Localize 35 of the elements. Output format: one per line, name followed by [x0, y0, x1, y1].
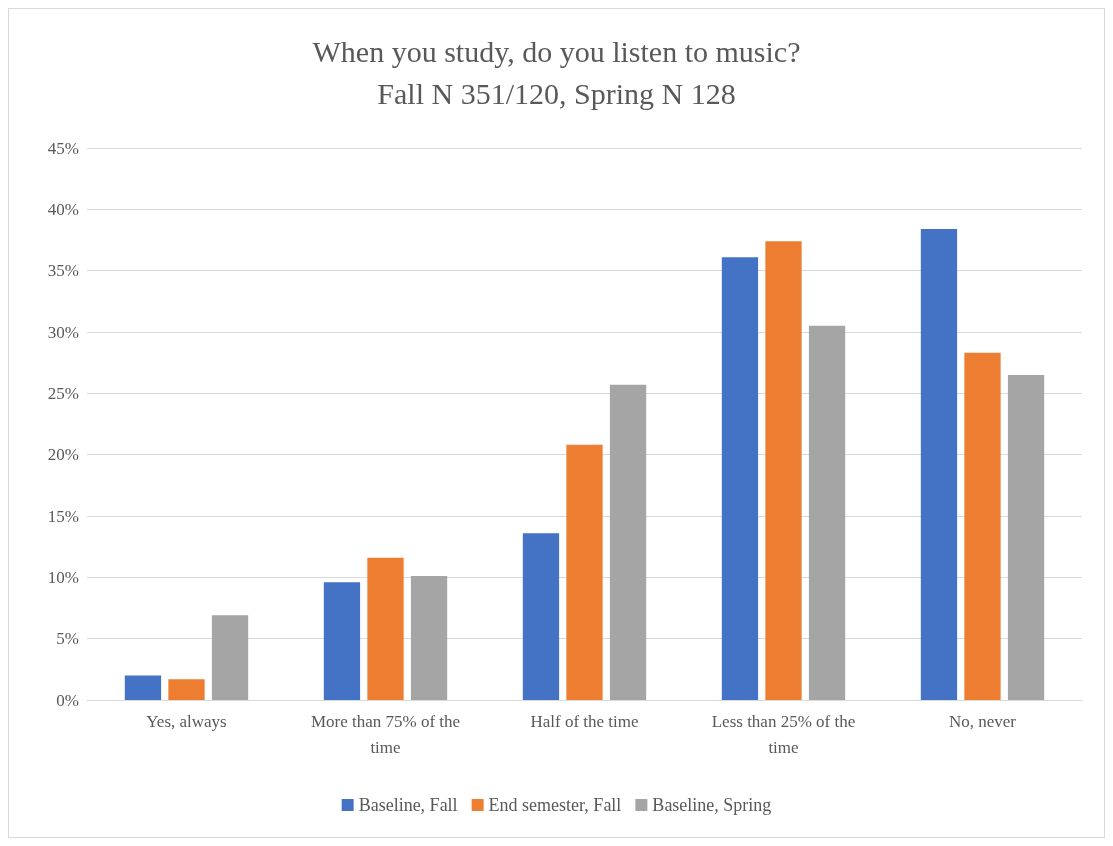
y-tick-label: 45%	[47, 138, 79, 158]
bar	[964, 352, 1001, 700]
bar	[920, 228, 958, 700]
bar	[808, 325, 846, 700]
x-tick-label: Half of the time	[530, 711, 639, 731]
x-tick-label: Less than 25% of the time	[711, 711, 856, 757]
bar	[1007, 374, 1045, 700]
y-tick-label: 0%	[56, 690, 79, 710]
bar	[323, 582, 361, 700]
y-tick-label: 30%	[47, 322, 79, 342]
legend-label: Baseline, Fall	[358, 795, 458, 815]
y-tick-label: 40%	[47, 199, 79, 219]
y-tick-label: 20%	[47, 445, 79, 465]
x-tick-label: No, never	[948, 711, 1017, 731]
bar	[765, 241, 802, 700]
y-tick-label: 15%	[47, 506, 79, 526]
bar	[566, 444, 603, 700]
y-tick-label: 10%	[47, 567, 79, 587]
y-tick-label: 35%	[47, 261, 79, 281]
bar	[522, 533, 560, 700]
y-tick-label: 5%	[56, 629, 79, 649]
bar	[721, 257, 759, 700]
legend-label: End semester, Fall	[488, 795, 622, 815]
chart-subtitle: Fall N 351/120, Spring N 128	[377, 76, 736, 110]
bar	[168, 679, 205, 700]
chart-title: When you study, do you listen to music?	[312, 34, 801, 68]
bar	[410, 576, 448, 700]
bar	[211, 615, 249, 700]
bar	[609, 384, 647, 700]
bar	[124, 675, 162, 700]
x-tick-label: Yes, always	[146, 711, 227, 731]
x-tick-label: More than 75% of the time	[310, 711, 461, 757]
y-tick-label: 25%	[47, 383, 79, 403]
legend-label: Baseline, Spring	[652, 795, 772, 815]
bar	[367, 557, 404, 700]
